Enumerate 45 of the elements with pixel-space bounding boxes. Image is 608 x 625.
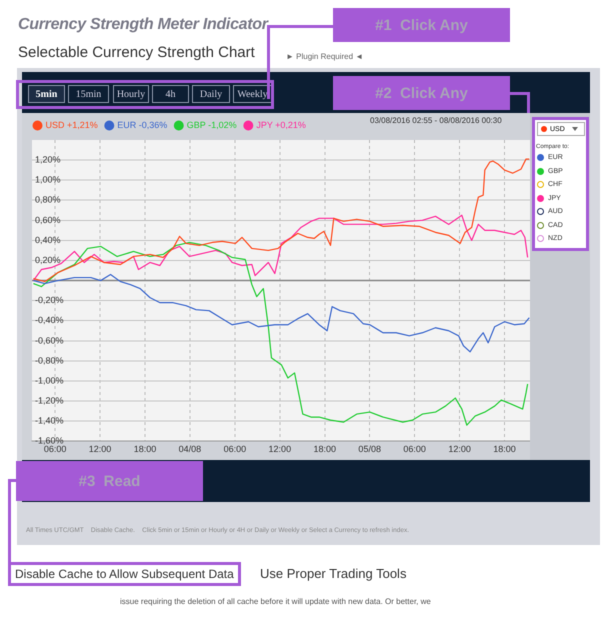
x-tick-label: 06:00	[403, 444, 426, 454]
y-tick-label: 0,60%	[35, 214, 61, 225]
y-tick-label: -0,40%	[35, 315, 64, 326]
y-tick-label: -1,00%	[35, 375, 64, 386]
y-tick-label: -0,20%	[35, 295, 64, 306]
legend-label: EUR -0,36%	[117, 120, 168, 130]
text: Disable Cache to Allow Subsequent Data	[8, 562, 241, 586]
x-tick-label: 12:00	[448, 444, 471, 454]
text: Daily	[192, 85, 230, 103]
x-tick-label: 18:00	[493, 444, 516, 454]
text: 5min	[28, 85, 65, 103]
text: issue requiring the deletion of all cache before it will update with new data. Or better, we	[120, 597, 431, 606]
y-tick-label: -1,40%	[35, 416, 64, 426]
text: #3 Read	[16, 461, 203, 501]
text: 15min	[68, 85, 109, 103]
y-tick-label: -0,80%	[35, 355, 64, 366]
y-tick-label: 0,40%	[35, 234, 61, 245]
y-tick-label: 1,20%	[35, 154, 61, 165]
chart-title: Currency Strength Meter Indicator	[18, 16, 268, 34]
x-tick-label: 05/08	[358, 444, 381, 454]
chart-subtitle: Selectable Currency Strength Chart	[18, 44, 255, 61]
y-tick-label: 1,00%	[35, 174, 61, 185]
y-tick-label: 0,80%	[35, 194, 61, 205]
text: 4h	[152, 85, 189, 103]
y-tick-label: -1,60%	[35, 436, 64, 446]
text: 03/08/2016 02:55 - 08/08/2016 00:30	[370, 116, 502, 125]
x-tick-label: 04/08	[178, 444, 202, 454]
x-tick-label: 06:00	[224, 444, 246, 454]
x-tick-label: 18:00	[313, 444, 336, 454]
text: #2 Click Any	[333, 76, 510, 110]
legend-label: JPY +0,21%	[256, 120, 306, 130]
y-tick-label: 0,20%	[35, 254, 61, 265]
text: ► Plugin Required ◄	[286, 52, 364, 61]
y-tick-label: -1,20%	[35, 396, 64, 406]
text: Hourly	[113, 85, 149, 103]
y-tick-label: -0,60%	[35, 335, 64, 346]
text: Use Proper Trading Tools	[260, 566, 406, 581]
text: #1 Click Any	[333, 8, 510, 42]
legend-label: USD +1,21%	[46, 120, 98, 130]
x-tick-label: 06:00	[44, 444, 66, 454]
x-tick-label: 18:00	[134, 444, 156, 454]
text: Weekly	[233, 85, 272, 103]
x-tick-label: 12:00	[268, 444, 292, 454]
legend-label: GBP -1,02%	[186, 120, 237, 130]
x-tick-label: 12:00	[88, 444, 112, 454]
